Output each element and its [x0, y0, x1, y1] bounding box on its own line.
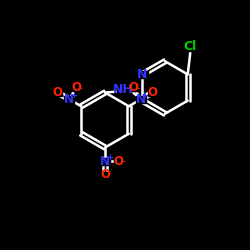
Bar: [148, 89, 157, 96]
Text: N: N: [64, 93, 74, 106]
Bar: [64, 96, 74, 103]
Text: O: O: [100, 168, 110, 181]
Bar: [100, 158, 110, 165]
Text: O: O: [129, 81, 139, 94]
Bar: [114, 158, 123, 164]
Text: N: N: [137, 68, 147, 81]
Text: +: +: [142, 91, 148, 100]
Text: O: O: [114, 155, 124, 168]
Text: ⁻: ⁻: [78, 86, 83, 96]
Text: +: +: [70, 91, 77, 100]
Text: O: O: [148, 86, 158, 99]
Bar: [53, 89, 62, 96]
Text: O: O: [52, 86, 62, 99]
Text: N: N: [100, 155, 110, 168]
Bar: [72, 84, 81, 90]
Text: NH: NH: [113, 83, 134, 96]
Text: N: N: [136, 93, 146, 106]
Text: ⁻: ⁻: [136, 86, 141, 96]
Bar: [129, 84, 138, 90]
Text: ⁻: ⁻: [120, 160, 126, 170]
Bar: [137, 70, 148, 78]
Text: +: +: [106, 153, 113, 162]
Bar: [136, 96, 146, 103]
Bar: [100, 172, 110, 178]
Bar: [116, 84, 130, 94]
Text: Cl: Cl: [184, 40, 197, 54]
Text: O: O: [71, 81, 81, 94]
